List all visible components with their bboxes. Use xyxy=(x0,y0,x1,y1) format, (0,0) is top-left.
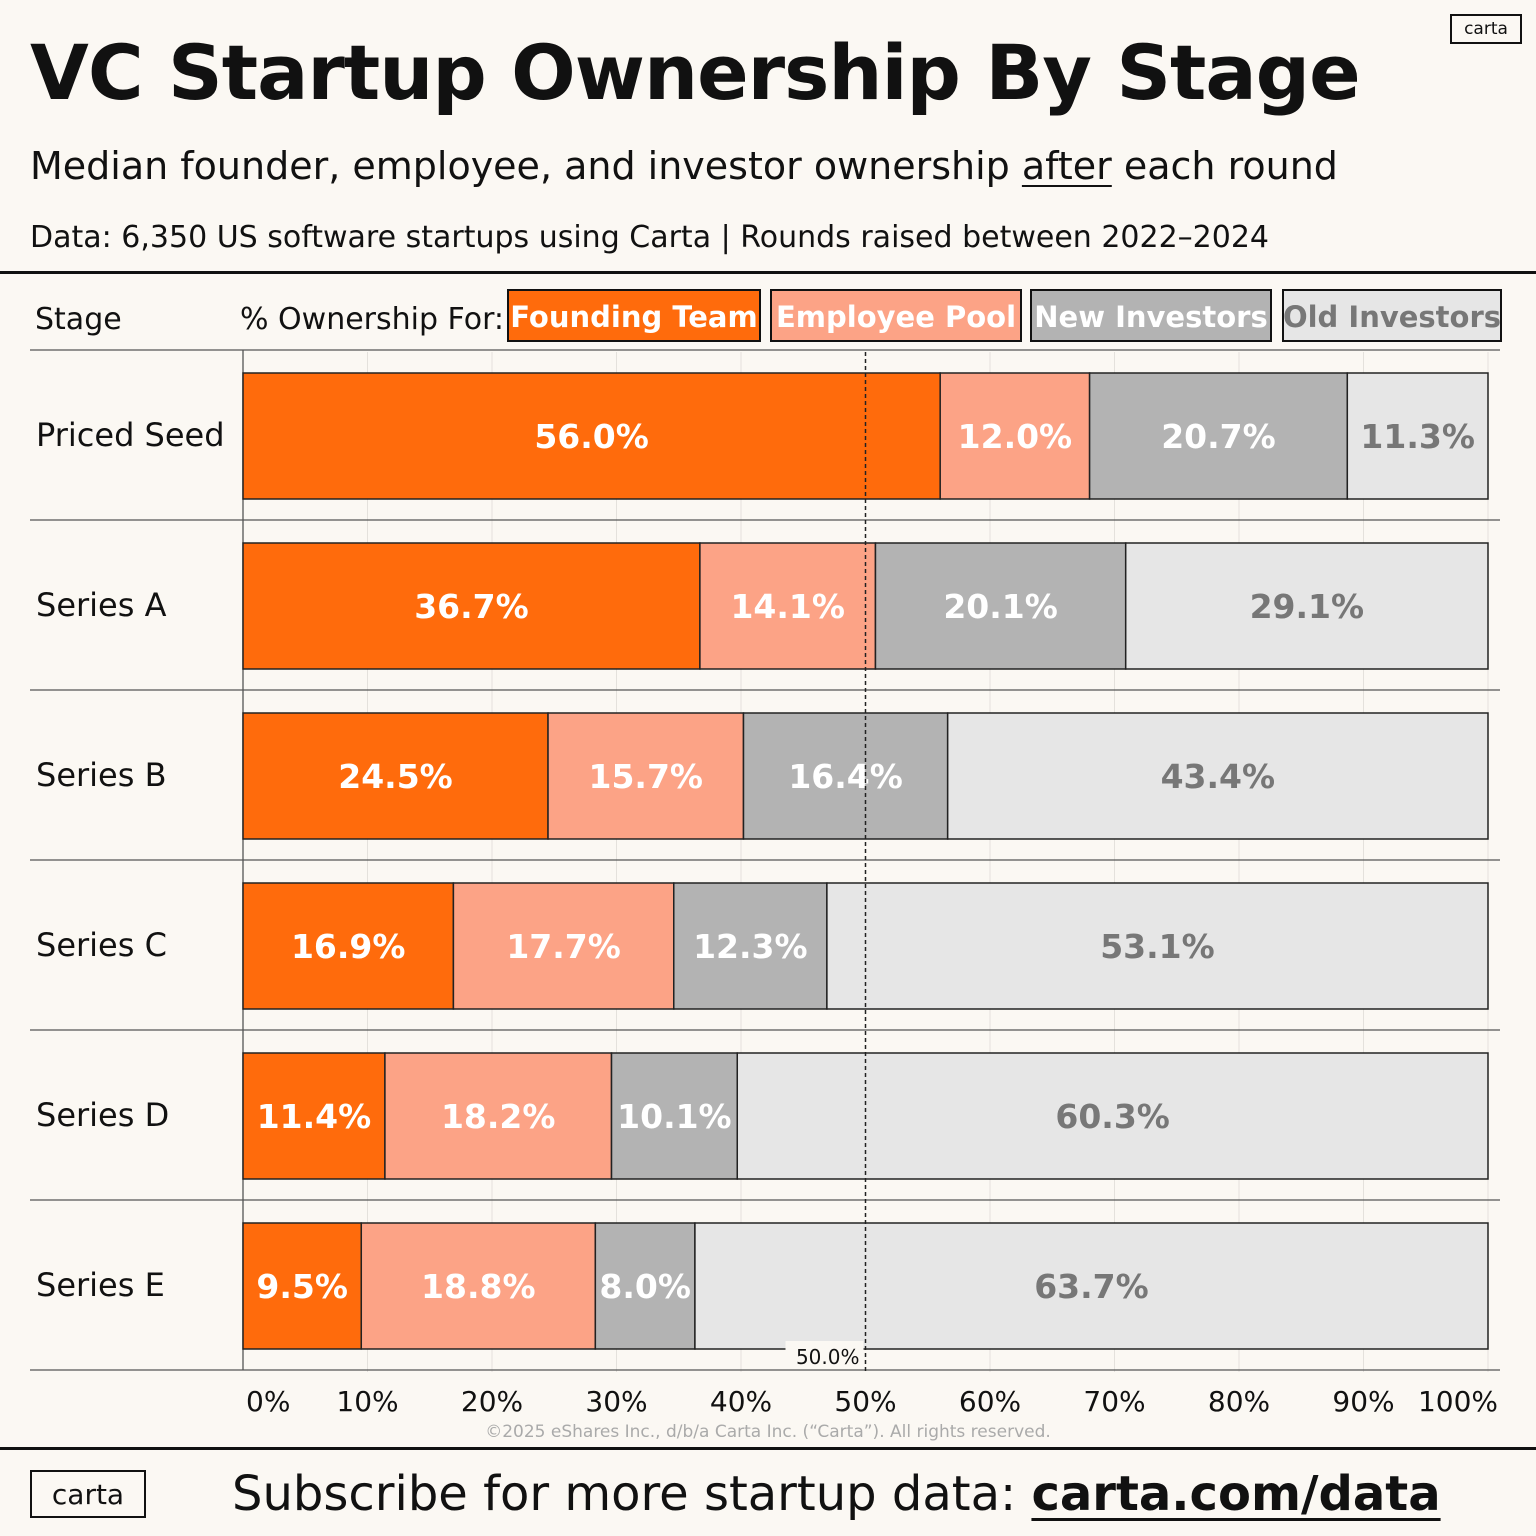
data-label-founding: 36.7% xyxy=(414,587,529,626)
data-label-employee: 18.2% xyxy=(441,1097,556,1136)
data-label-new_inv: 8.0% xyxy=(599,1267,691,1306)
data-label-new_inv: 20.7% xyxy=(1161,417,1276,456)
stage-label: Series B xyxy=(36,756,167,794)
legend-label-employee-pool: Employee Pool xyxy=(776,300,1016,334)
footer-divider xyxy=(0,1447,1536,1450)
subscribe-link[interactable]: carta.com/data xyxy=(1031,1466,1441,1522)
bar-new_inv xyxy=(742,712,949,840)
bar-employee xyxy=(452,882,675,1010)
data-label-founding: 11.4% xyxy=(257,1097,372,1136)
legend-swatch-founding-team xyxy=(507,289,761,342)
bar-new_inv xyxy=(1088,372,1349,500)
x-tick-label: 80% xyxy=(1208,1385,1270,1418)
bar-new_inv xyxy=(673,882,828,1010)
reference-label: 50.0% xyxy=(796,1345,860,1369)
stage-label: Priced Seed xyxy=(36,416,225,454)
bar-founding xyxy=(242,542,701,670)
data-source-line: Data: 6,350 US software startups using C… xyxy=(30,220,1270,255)
x-tick-label: 0% xyxy=(246,1385,290,1418)
data-label-old_inv: 11.3% xyxy=(1360,417,1475,456)
data-label-founding: 9.5% xyxy=(256,1267,348,1306)
data-label-employee: 15.7% xyxy=(589,757,704,796)
stage-label: Series A xyxy=(36,586,167,624)
page-title: VC Startup Ownership By Stage xyxy=(30,28,1361,117)
stage-label: Series E xyxy=(36,1266,165,1304)
stage-header: Stage xyxy=(35,302,122,337)
x-tick-label: 10% xyxy=(336,1385,398,1418)
carta-logo-footer: carta xyxy=(30,1470,146,1518)
data-label-old_inv: 63.7% xyxy=(1034,1267,1149,1306)
subscribe-cta: Subscribe for more startup data: carta.c… xyxy=(232,1466,1441,1522)
bar-new_inv xyxy=(594,1222,696,1350)
subscribe-text: Subscribe for more startup data: xyxy=(232,1466,1032,1522)
x-tick-label: 60% xyxy=(959,1385,1021,1418)
bar-employee xyxy=(360,1222,597,1350)
data-label-founding: 16.9% xyxy=(291,927,406,966)
legend-label-new-investors: New Investors xyxy=(1034,300,1267,334)
legend-label-old-investors: Old Investors xyxy=(1283,300,1501,334)
legend-swatch-employee-pool xyxy=(770,289,1022,342)
data-label-old_inv: 53.1% xyxy=(1100,927,1215,966)
bar-old_inv xyxy=(694,1222,1489,1350)
legend-swatch-new-investors xyxy=(1030,289,1272,342)
bar-employee xyxy=(384,1052,613,1180)
bar-old_inv xyxy=(946,712,1489,840)
legend-label-founding-team: Founding Team xyxy=(510,300,757,334)
subtitle: Median founder, employee, and investor o… xyxy=(30,144,1338,188)
stage-label: Series D xyxy=(36,1096,169,1134)
data-label-new_inv: 10.1% xyxy=(617,1097,732,1136)
x-tick-label: 100% xyxy=(1418,1385,1498,1418)
header-divider xyxy=(0,271,1536,274)
ownership-chart: Stage % Ownership For: Founding Team Employ… xyxy=(30,289,1502,1418)
x-tick-label: 50% xyxy=(834,1385,896,1418)
bar-founding xyxy=(242,1222,363,1350)
bar-old_inv xyxy=(1124,542,1489,670)
copyright-notice: ©2025 eShares Inc., d/b/a Carta Inc. (“C… xyxy=(485,1422,1051,1442)
subtitle-emphasis: after xyxy=(1021,144,1112,188)
data-label-employee: 18.8% xyxy=(421,1267,536,1306)
data-label-employee: 14.1% xyxy=(730,587,845,626)
data-label-new_inv: 12.3% xyxy=(693,927,808,966)
bar-new_inv xyxy=(874,542,1127,670)
legend-title: % Ownership For: xyxy=(240,302,504,337)
data-label-employee: 12.0% xyxy=(958,417,1073,456)
stage-label: Series C xyxy=(36,926,167,964)
subtitle-tail: each round xyxy=(1111,144,1338,188)
x-tick-label: 30% xyxy=(585,1385,647,1418)
data-label-founding: 24.5% xyxy=(338,757,453,796)
bar-founding xyxy=(242,372,941,500)
bar-employee xyxy=(699,542,877,670)
data-label-new_inv: 16.4% xyxy=(788,757,903,796)
bar-founding xyxy=(242,882,455,1010)
data-label-old_inv: 43.4% xyxy=(1161,757,1276,796)
bar-old_inv xyxy=(736,1052,1489,1180)
data-label-old_inv: 29.1% xyxy=(1250,587,1365,626)
data-label-new_inv: 20.1% xyxy=(943,587,1058,626)
bar-founding xyxy=(242,712,549,840)
reference-label-bg xyxy=(785,1341,864,1369)
bar-new_inv xyxy=(610,1052,739,1180)
data-label-old_inv: 60.3% xyxy=(1055,1097,1170,1136)
bar-founding xyxy=(242,1052,386,1180)
data-label-founding: 56.0% xyxy=(534,417,649,456)
x-tick-label: 70% xyxy=(1083,1385,1145,1418)
bar-employee xyxy=(547,712,745,840)
bar-old_inv xyxy=(1346,372,1489,500)
carta-logo: carta xyxy=(1450,14,1522,44)
bar-old_inv xyxy=(826,882,1489,1010)
data-label-employee: 17.7% xyxy=(506,927,621,966)
x-tick-label: 40% xyxy=(710,1385,772,1418)
x-tick-label: 90% xyxy=(1332,1385,1394,1418)
legend-swatch-old-investors xyxy=(1282,289,1502,342)
x-tick-label: 20% xyxy=(461,1385,523,1418)
bar-employee xyxy=(939,372,1091,500)
subtitle-lead: Median founder, employee, and investor o… xyxy=(30,144,1022,188)
